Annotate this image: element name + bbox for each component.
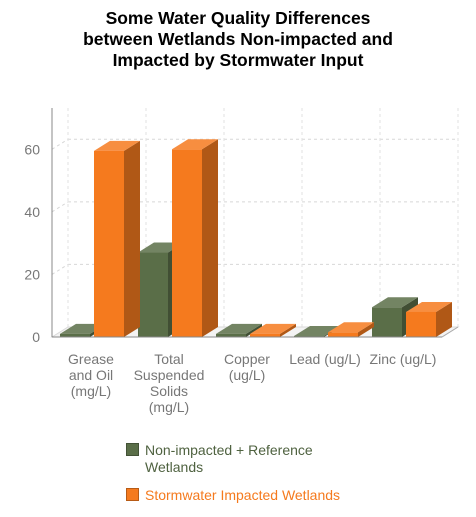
bar-side-s1-c1 [202,139,218,337]
x-tick-label: (mg/L) [71,383,111,399]
bar-s1-c4 [406,311,436,337]
bar-s1-c0 [94,150,124,337]
legend-label-line: Non-impacted + Reference [145,442,313,458]
bar-top-s1-c2 [250,323,296,334]
bar-side-s1-c0 [124,140,140,337]
chart-title-line: Impacted by Stormwater Input [112,50,364,70]
gridline-depth [51,138,69,150]
bar-side-s0-c2 [246,323,262,337]
bar-s1-c3 [328,332,358,337]
bar-s1-c2 [250,333,280,337]
legend-label-line: Stormwater Impacted Wetlands [145,487,341,503]
bar-s0-c4 [372,307,402,337]
floor-edge [441,326,459,338]
bar-top-s0-c2 [216,323,262,334]
x-tick-label: and Oil [69,367,113,383]
bar-side-s1-c2 [280,323,296,337]
legend-swatch [126,488,139,501]
gridline-depth [51,201,69,213]
x-tick-label: (ug/L) [229,367,266,383]
chart-title-line: Some Water Quality Differences [105,8,371,28]
bar-top-s0-c4 [372,297,418,308]
x-tick-label: Suspended [134,367,205,383]
x-tick-label: Grease [68,351,114,367]
bar-s1-c1 [172,149,202,337]
bar-s0-c2 [216,333,246,337]
chart-title-line: between Wetlands Non-impacted and [83,29,393,49]
x-tick-label: (mg/L) [149,399,189,415]
bar-top-s1-c1 [172,139,218,150]
y-tick-label: 40 [24,204,40,220]
bar-side-s1-c3 [358,322,374,337]
bar-top-s0-c3 [294,326,340,337]
x-tick-label: Lead (ug/L) [289,351,361,367]
x-tick-label: Zinc (ug/L) [370,351,437,367]
y-tick-label: 20 [24,266,40,282]
y-tick-label: 0 [32,329,40,345]
bar-s0-c0 [60,333,90,337]
bar-s0-c1 [138,252,168,337]
y-tick-label: 60 [24,141,40,157]
legend-label-line: Wetlands [145,459,204,475]
x-tick-label: Copper [224,351,270,367]
gridline-depth [51,264,69,275]
legend-label: Stormwater Impacted Wetlands [145,487,340,504]
bar-side-s1-c4 [436,301,452,337]
legend-label: Non-impacted + Reference Wetlands [145,442,313,476]
bar-top-s1-c4 [406,301,452,312]
legend-swatch [126,443,139,456]
bar-top-s1-c3 [328,322,374,333]
x-tick-label: Total [154,351,184,367]
chart-title: Some Water Quality Differences between W… [0,8,476,71]
x-tick-label: Solids [150,383,188,399]
bar-top-s1-c0 [94,140,140,151]
